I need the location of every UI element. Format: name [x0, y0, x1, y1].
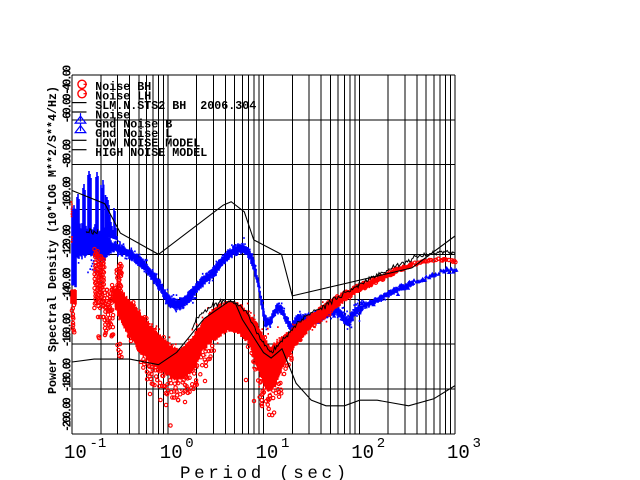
svg-text:-60.00: -60.00 [61, 93, 75, 123]
svg-text:Period (sec): Period (sec) [180, 464, 350, 480]
svg-text:-140.00: -140.00 [61, 267, 75, 302]
svg-text:Noise: Noise [95, 108, 130, 122]
svg-text:10: 10 [256, 442, 279, 464]
svg-text:Power Spectral Density (10*LOG: Power Spectral Density (10*LOG M**2/S**4… [46, 86, 60, 394]
svg-text:-80.00: -80.00 [61, 139, 75, 169]
svg-text:Gnd Noise L: Gnd Noise L [95, 127, 172, 141]
svg-text:-40.00: -40.00 [61, 65, 75, 95]
svg-text:HIGH NOISE MODEL: HIGH NOISE MODEL [95, 146, 207, 160]
svg-text:-100.00: -100.00 [61, 176, 75, 211]
svg-text:3: 3 [473, 436, 481, 452]
svg-text:10: 10 [160, 442, 183, 464]
svg-text:0: 0 [185, 436, 193, 452]
svg-text:-1: -1 [90, 436, 107, 452]
svg-text:Noise LH: Noise LH [95, 89, 151, 103]
svg-text:Noise BH: Noise BH [95, 80, 151, 94]
svg-text:Gnd Noise B: Gnd Noise B [95, 118, 172, 132]
svg-text:LOW NOISE MODEL: LOW NOISE MODEL [95, 137, 200, 151]
svg-text:-120.00: -120.00 [61, 224, 75, 259]
svg-text:-200.00: -200.00 [61, 397, 75, 432]
svg-text:-180.00: -180.00 [61, 358, 75, 393]
svg-text:SLM.N.STS2 BH 2006.304: SLM.N.STS2 BH 2006.304 [95, 99, 256, 113]
svg-text:1: 1 [281, 436, 289, 452]
svg-text:2: 2 [377, 436, 385, 452]
svg-text:10: 10 [447, 442, 470, 464]
svg-text:10: 10 [64, 442, 87, 464]
svg-text:10: 10 [351, 442, 374, 464]
svg-text:-160.00: -160.00 [61, 313, 75, 348]
